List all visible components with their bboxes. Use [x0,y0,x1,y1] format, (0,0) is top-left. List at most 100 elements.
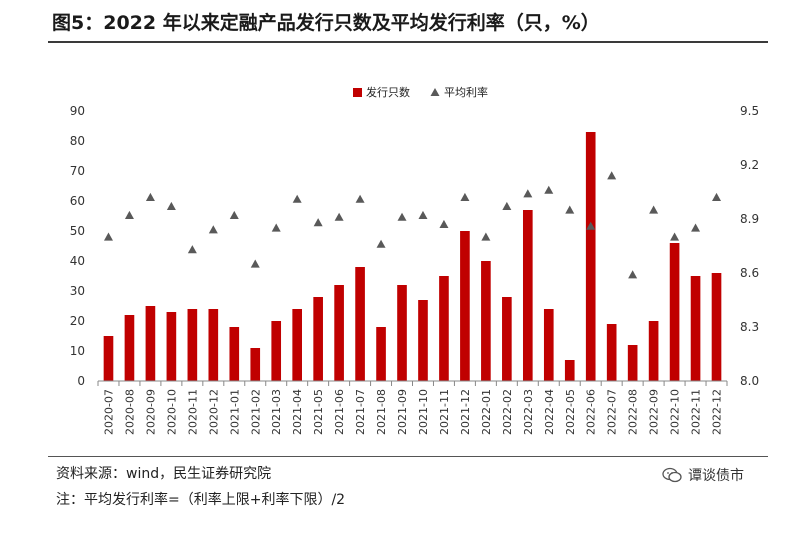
y-left-tick-label: 80 [70,134,85,148]
y-left-tick-label: 0 [77,374,85,388]
x-tick-label: 2020-07 [102,389,115,435]
rate-point [523,189,533,198]
bar [124,315,135,381]
y-right-tick-label: 9.5 [740,104,759,118]
bar [585,132,596,381]
x-tick-label: 2021-01 [228,389,241,435]
bar [397,285,407,381]
rate-point [691,223,701,232]
x-tick-label: 2021-02 [249,389,262,435]
bar [313,297,323,381]
bar [355,267,365,381]
x-tick-label: 2022-04 [543,389,556,435]
x-tick-label: 2022-09 [648,389,661,435]
legend-bar-swatch [353,88,362,97]
rate-point [376,239,386,248]
x-tick-label: 2020-11 [186,389,199,435]
rate-point [460,192,470,201]
rate-point [355,194,365,203]
bar [627,345,638,381]
bar [439,276,449,381]
bar [690,276,701,381]
y-left-tick-label: 60 [70,194,85,208]
bar [460,231,470,381]
watermark: 谭谈债市 [662,465,744,485]
rate-point [208,225,218,234]
bar [606,324,617,381]
bar [208,309,219,381]
bar [648,321,659,381]
bar [292,309,302,381]
x-tick-label: 2020-12 [207,389,220,435]
rate-point [481,232,491,241]
bar [481,261,491,381]
y-left-tick-label: 10 [70,344,85,358]
rate-point [628,270,638,279]
legend-bar-label: 发行只数 [366,85,410,99]
x-tick-label: 2021-11 [438,389,451,435]
bar [229,327,240,381]
bar [418,300,428,381]
figure-title: 图5：2022 年以来定融产品发行只数及平均发行利率（只，%） [52,12,600,34]
x-tick-label: 2022-08 [627,389,640,435]
rate-point [544,185,554,194]
bar [145,306,156,381]
title-divider [48,41,768,43]
combo-chart: 发行只数 平均利率 0 10 20 30 40 50 60 70 80 90 8.0 8.3 8.6 8.9 9… [70,85,759,435]
rate-point [712,192,722,201]
rate-point [124,210,134,219]
rate-point [586,221,596,230]
x-tick-label: 2020-08 [123,389,136,435]
bar [166,312,177,381]
rate-point [250,259,260,268]
y-left-tick-label: 20 [70,314,85,328]
x-tick-label: 2021-12 [459,389,472,435]
rate-point [292,194,302,203]
rate-point [418,210,428,219]
bar [564,360,575,381]
bar [543,309,554,381]
rate-point [229,210,239,219]
rate-point [187,245,197,254]
x-tick-label: 2021-07 [354,389,367,435]
rate-point [439,219,449,228]
x-tick-label: 2022-10 [669,389,682,435]
x-tick-label: 2022-05 [564,389,577,435]
x-tick-label: 2022-06 [585,389,598,435]
bar [250,348,261,381]
formula-note: 注：平均发行利率=（利率上限+利率下限）/2 [56,492,346,508]
y-left-tick-label: 50 [70,224,85,238]
rate-point [607,171,617,180]
source-note: 资料来源：wind，民生证券研究院 [56,466,272,482]
bar [103,336,114,381]
bar [334,285,344,381]
x-tick-label: 2021-09 [396,389,409,435]
rate-point [397,212,407,221]
x-tick-label: 2022-03 [522,389,535,435]
x-tick-label: 2022-01 [480,389,493,435]
y-right-tick-label: 8.3 [740,320,759,334]
bar [187,309,198,381]
x-tick-label: 2022-02 [501,389,514,435]
rate-point [313,218,323,227]
bar [711,273,722,381]
x-tick-label: 2021-10 [417,389,430,435]
x-tick-label: 2021-05 [312,389,325,435]
rate-point [271,223,281,232]
rate-point [103,232,113,241]
footer-divider [48,456,768,457]
rate-point [334,212,344,221]
y-right-tick-label: 8.6 [740,266,759,280]
y-right-tick-label: 8.0 [740,374,759,388]
wechat-icon [662,467,682,483]
rate-point [565,205,575,214]
y-left-tick-label: 90 [70,104,85,118]
y-left-tick-label: 30 [70,284,85,298]
y-right-tick-label: 8.9 [740,212,759,226]
x-tick-label: 2020-10 [165,389,178,435]
bar [522,210,533,381]
rate-point [166,201,176,210]
bar [502,297,512,381]
watermark-text: 谭谈债市 [688,468,744,484]
x-tick-label: 2020-09 [144,389,157,435]
